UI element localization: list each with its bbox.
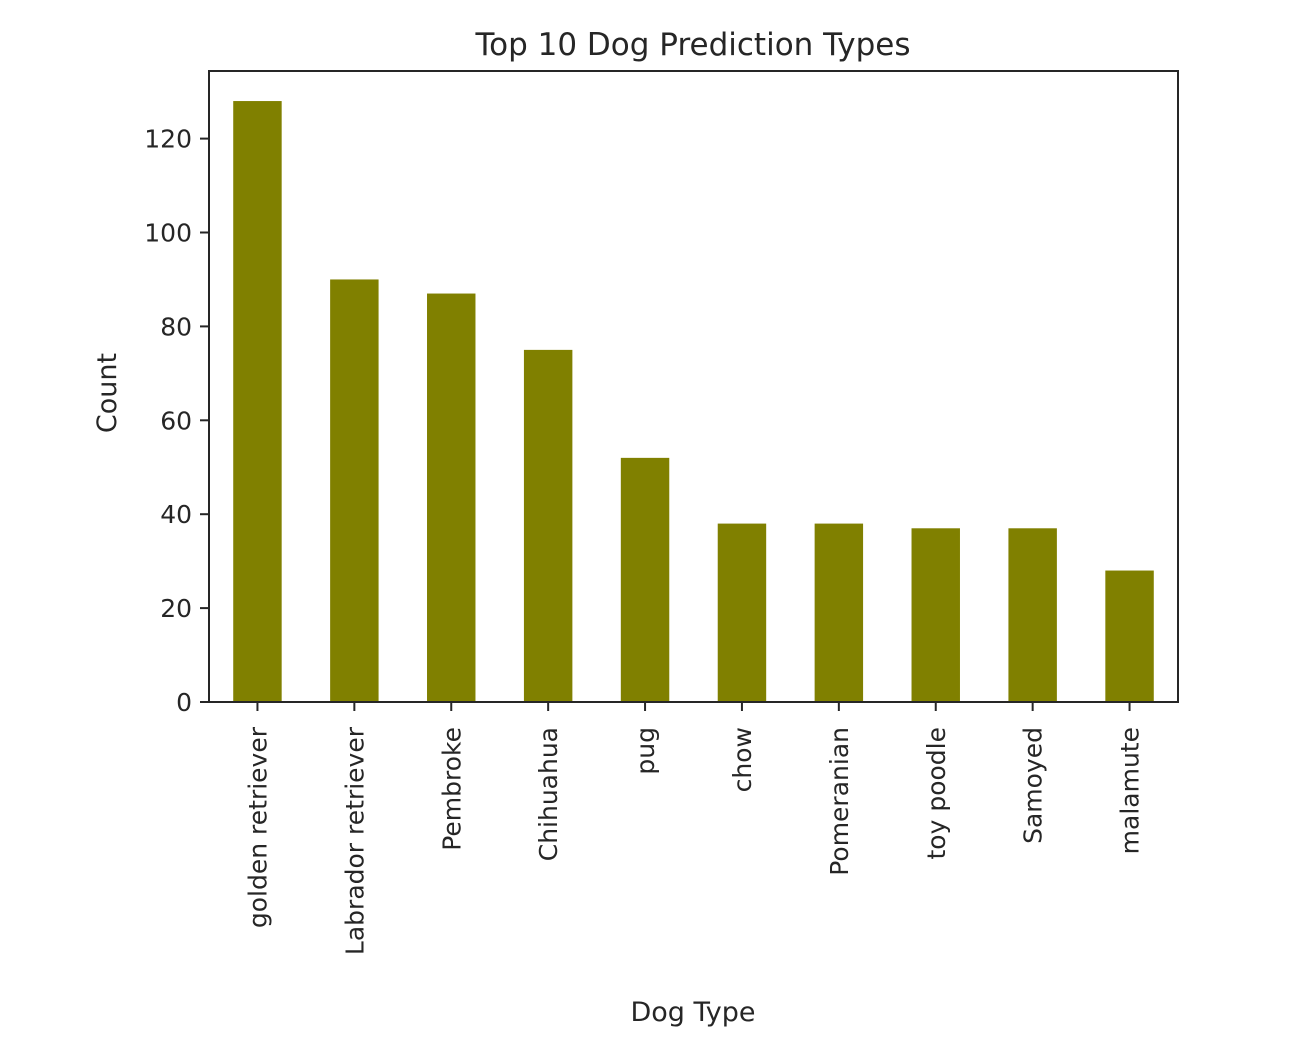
plot-frame xyxy=(208,70,1179,703)
x-tick-label: golden retriever xyxy=(243,726,272,928)
x-tick-label: Pembroke xyxy=(437,727,466,851)
x-tick-label: pug xyxy=(631,727,660,775)
y-axis-label: Count xyxy=(92,353,123,433)
y-tick-label: 120 xyxy=(144,125,192,154)
y-tick-label: 40 xyxy=(160,500,192,529)
x-tick-label: Chihuahua xyxy=(534,727,563,861)
y-tick-label: 100 xyxy=(144,219,192,248)
x-tick-label: malamute xyxy=(1116,727,1145,854)
y-tick-label: 80 xyxy=(160,312,192,341)
y-tick-label: 20 xyxy=(160,594,192,623)
bar xyxy=(620,457,670,702)
bar xyxy=(814,523,864,702)
chart-title: Top 10 Dog Prediction Types xyxy=(474,27,910,63)
plot-area: 0 20 40 60 80 100 120 golden retriever Labrador … xyxy=(144,70,1179,955)
x-tick-label: Pomeranian xyxy=(825,727,854,876)
bar xyxy=(1105,570,1154,702)
x-tick-label: chow xyxy=(728,727,757,792)
bar xyxy=(523,349,573,702)
y-tick-label: 0 xyxy=(176,688,192,717)
x-tick-label: Samoyed xyxy=(1019,727,1048,844)
bar xyxy=(427,293,476,702)
x-axis-label: Dog Type xyxy=(630,997,755,1028)
bar xyxy=(233,101,282,703)
x-tick-label: Labrador retriever xyxy=(340,726,369,955)
y-tick-label: 60 xyxy=(160,406,192,435)
bar xyxy=(911,528,960,702)
bar xyxy=(1008,528,1057,702)
bar xyxy=(717,523,767,702)
x-tick-label: toy poodle xyxy=(922,727,951,860)
bar xyxy=(330,279,379,702)
